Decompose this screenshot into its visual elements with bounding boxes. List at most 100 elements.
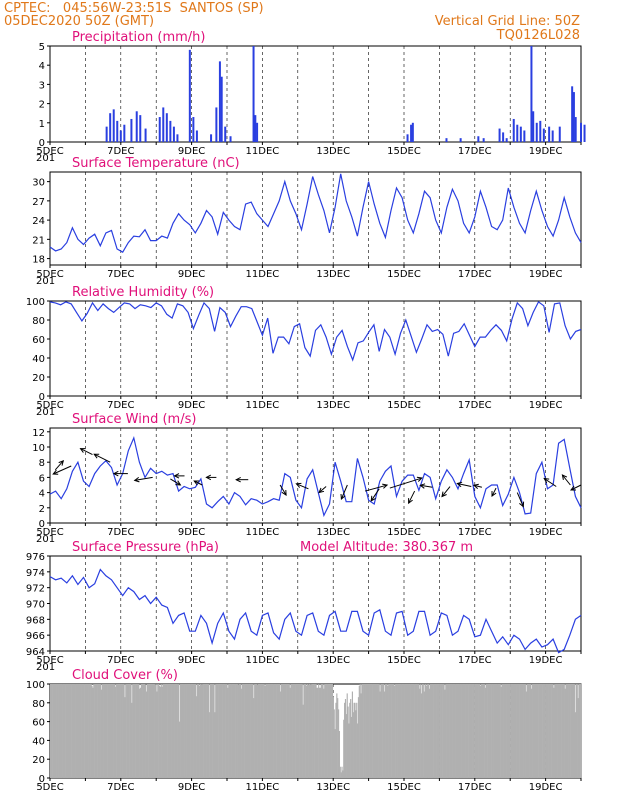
cloud-column	[78, 684, 80, 778]
cloud-column	[468, 684, 470, 778]
cloud-column	[161, 686, 163, 778]
cloud-column	[497, 684, 499, 778]
cloud-column	[104, 684, 106, 778]
cloud-column	[371, 684, 373, 778]
cloud-column	[270, 684, 272, 778]
cloud-column	[556, 684, 558, 778]
cloud-column	[529, 684, 531, 778]
cloud-column	[230, 684, 232, 778]
cloud-column	[103, 684, 105, 778]
cloud-column	[365, 684, 367, 778]
cloud-column	[573, 684, 575, 778]
cloud-column	[236, 684, 238, 778]
cloud-column	[248, 684, 250, 778]
precip-bar	[512, 118, 515, 142]
cloud-column	[191, 684, 193, 778]
cloud-column	[325, 684, 328, 778]
cloud-column	[62, 684, 65, 778]
wind-arrow-head	[205, 474, 212, 481]
cloud-column	[559, 684, 561, 778]
cloud-column	[96, 684, 98, 778]
cloud-column	[290, 684, 292, 778]
precip-ytick-label: 1	[39, 119, 45, 130]
cloud-column	[142, 684, 144, 778]
cloud-column	[363, 684, 366, 778]
precip-bar	[583, 124, 586, 142]
cloud-column	[69, 684, 71, 778]
cloud-column	[485, 687, 487, 778]
cloud-column	[572, 684, 574, 778]
rh-xtick-label: 9DEC	[178, 400, 205, 411]
cloud-column	[351, 691, 353, 778]
cloud-column	[379, 691, 381, 778]
cloud-column	[257, 684, 259, 778]
cloud-column	[260, 684, 262, 778]
cloud-column	[476, 684, 478, 778]
cloud-column	[500, 686, 502, 778]
precip-bar	[116, 120, 119, 142]
cloud-column	[447, 684, 449, 778]
cloud-column	[543, 684, 545, 778]
cloud-column	[354, 702, 356, 778]
wind-arrow	[93, 453, 111, 463]
wind-arrow	[570, 484, 582, 491]
cloud-column	[348, 723, 350, 778]
cloud-column	[542, 684, 545, 778]
cloud-column	[139, 688, 141, 778]
cloud-column	[187, 684, 189, 778]
cloud-column	[381, 684, 383, 778]
cloud-column	[392, 684, 394, 778]
cloud-column	[301, 684, 303, 778]
cloud-column	[115, 684, 117, 778]
cloud-column	[190, 684, 193, 778]
precip-bar	[477, 136, 480, 142]
cloud-column	[527, 684, 529, 778]
cloud-column	[300, 684, 302, 778]
cloud-column	[464, 684, 466, 778]
cloud-column	[281, 684, 283, 778]
cloud-column	[101, 684, 104, 778]
precip-bar	[109, 113, 112, 142]
cloud-column	[323, 688, 325, 778]
cloud-column	[51, 684, 53, 778]
cloud-ytick-label: 40	[32, 736, 45, 747]
cloud-column	[198, 685, 200, 778]
cloud-xtick-label: 17DEC	[458, 782, 492, 793]
cloud-column	[421, 693, 423, 778]
cloud-column	[128, 684, 130, 778]
cloud-column	[140, 684, 142, 778]
precip-bar	[411, 122, 414, 142]
cloud-column	[430, 684, 432, 778]
cloud-column	[474, 684, 476, 778]
precip-bar	[542, 128, 545, 142]
precip-bar	[192, 117, 195, 142]
cloud-column	[342, 770, 344, 778]
precip-bar	[144, 128, 147, 142]
precip-bar	[498, 128, 501, 142]
cloud-column	[138, 684, 140, 778]
precip-bar	[254, 115, 257, 142]
cloud-column	[507, 684, 509, 778]
cloud-column	[56, 684, 58, 778]
precip-xtick-label: 17DEC	[458, 146, 492, 157]
cloud-column	[58, 684, 60, 778]
cloud-column	[331, 684, 333, 778]
cloud-column	[88, 684, 90, 778]
cloud-column	[79, 684, 81, 778]
pres-xtick-label: 9DEC	[178, 655, 205, 666]
cloud-column	[181, 684, 183, 778]
wind-xtick-label: 13DEC	[316, 527, 350, 538]
cloud-column	[414, 684, 416, 778]
wind-arrow	[53, 465, 72, 475]
pres-ytick-label: 974	[26, 568, 45, 579]
rh-series-line	[49, 300, 582, 362]
cloud-column	[487, 684, 489, 778]
cloud-column	[536, 684, 539, 778]
cloud-column	[531, 684, 533, 778]
cloud-column	[465, 684, 467, 778]
pres-ytick-label: 966	[26, 631, 45, 642]
wind-arrow-head	[519, 501, 525, 508]
rh-xtick-label: 7DEC	[107, 400, 134, 411]
wind-arrow	[457, 483, 472, 488]
cloud-column	[456, 684, 458, 778]
